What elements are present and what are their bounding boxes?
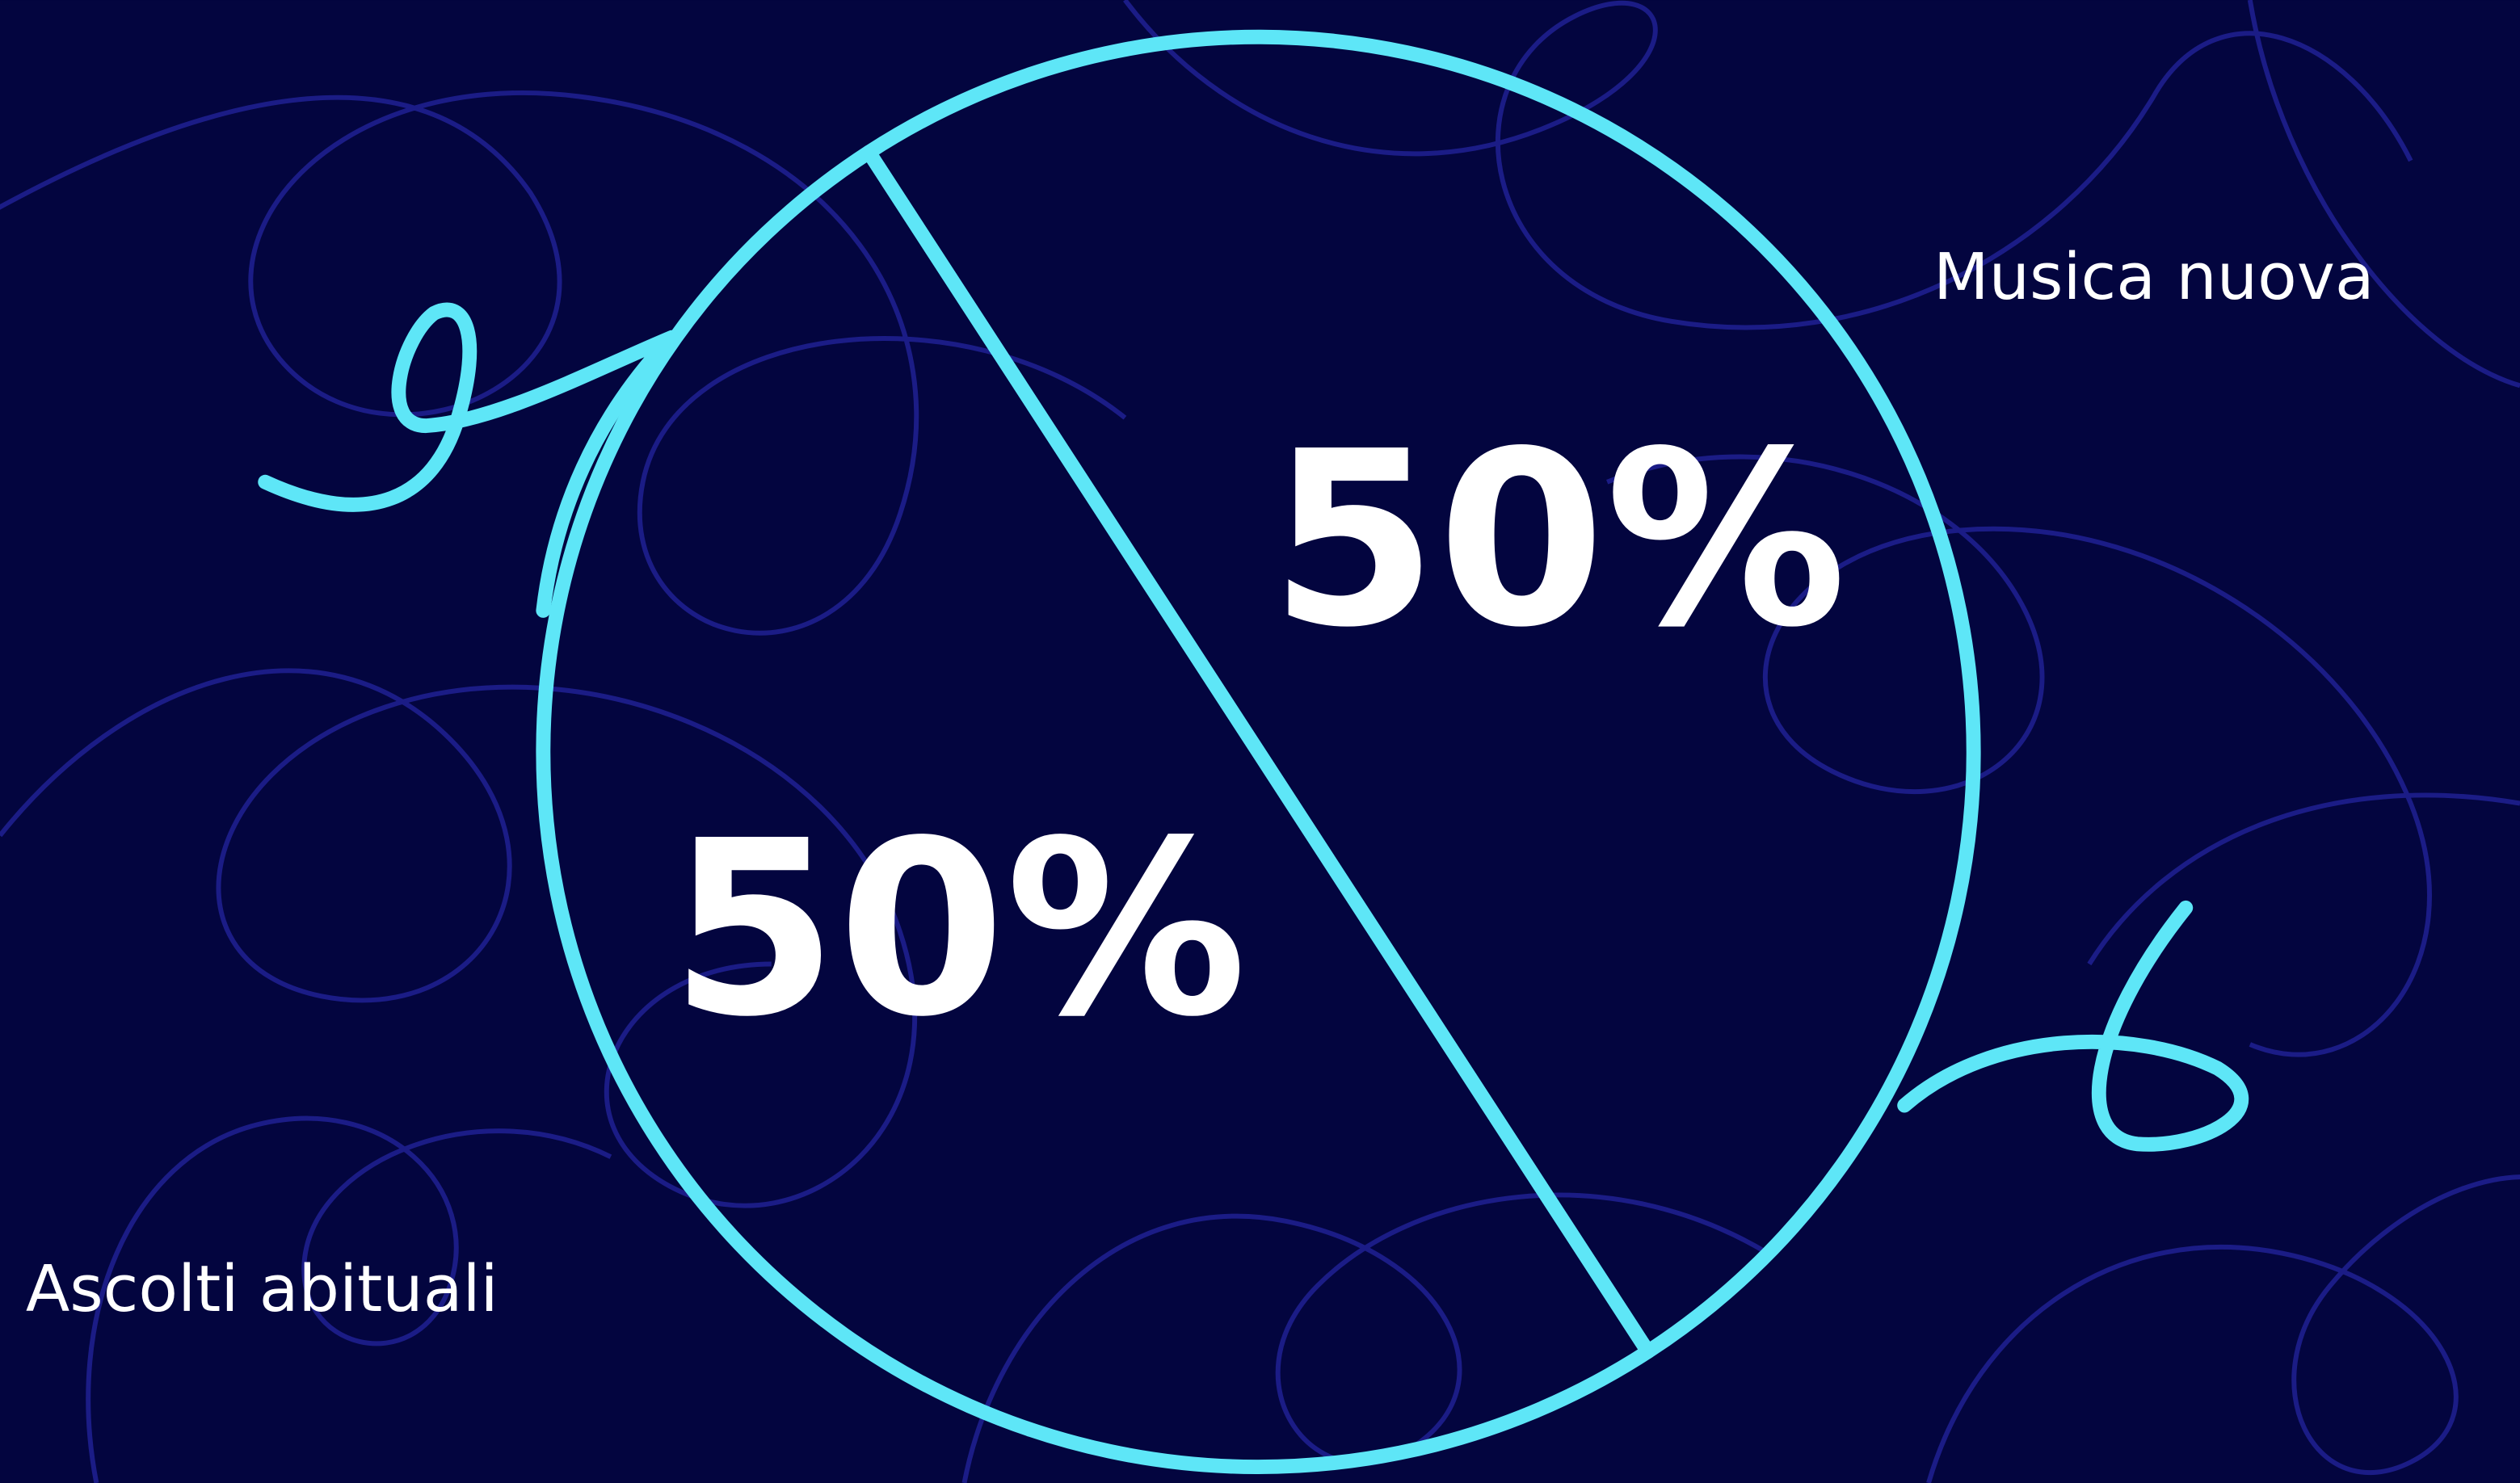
- decorative-curl: [258, 302, 679, 618]
- scribble: [1123, 0, 2413, 330]
- category-label: Ascolti abituali: [26, 1251, 499, 1326]
- scribble: [2087, 0, 2520, 966]
- scribble: [0, 90, 1127, 636]
- scribble: [0, 668, 917, 1208]
- value-label: 50%: [1270, 400, 1847, 680]
- decorative-curl: [1897, 900, 2249, 1152]
- value-label: 50%: [670, 790, 1247, 1070]
- scribble: [86, 1115, 612, 1483]
- scribble: [1606, 454, 2432, 1057]
- scribble: [1926, 1174, 2520, 1483]
- category-label: Musica nuova: [1933, 239, 2375, 314]
